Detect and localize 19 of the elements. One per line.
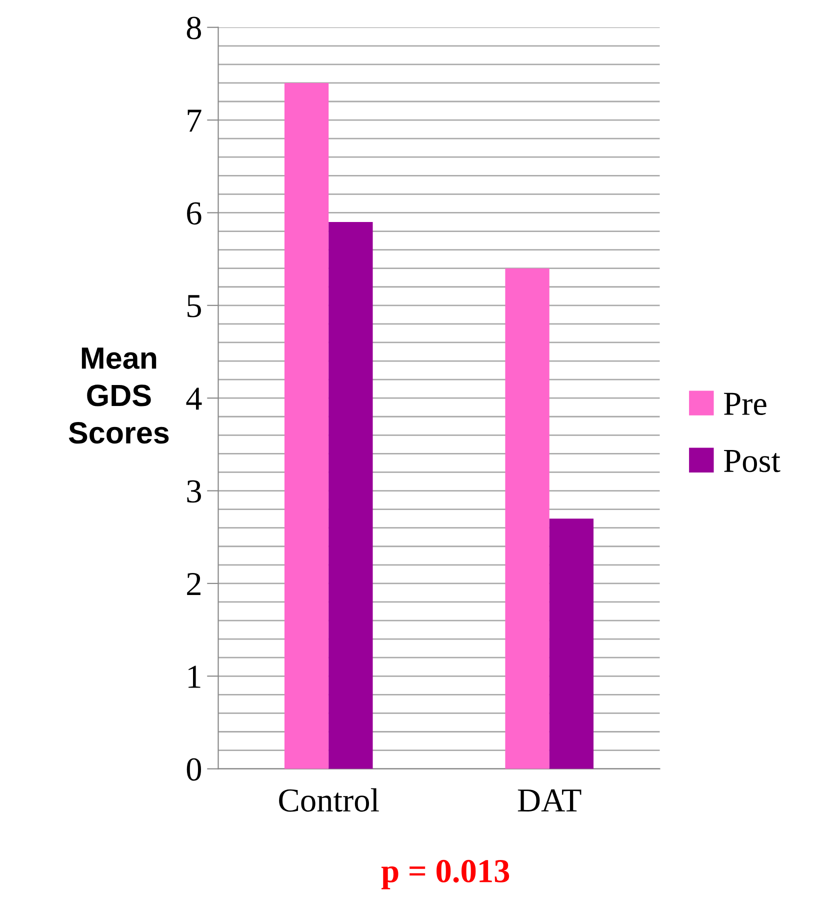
y-tick-label: 0 [186, 758, 202, 781]
bar [284, 82, 329, 769]
x-tick-label: Control [279, 788, 379, 812]
y-tick-label: 6 [187, 202, 202, 225]
legend-label: Pre [724, 392, 766, 416]
y-axis-title: Mean GDS Scores [68, 348, 169, 444]
bar [328, 222, 373, 769]
y-tick-label: 5 [188, 295, 201, 318]
bar [549, 518, 594, 769]
bar [505, 268, 550, 769]
x-tick-label: DAT [518, 789, 582, 812]
y-tick-label: 2 [187, 572, 200, 596]
y-tick-label: 7 [188, 110, 202, 132]
y-tick-label: 4 [186, 388, 202, 410]
y-tick-label: 8 [186, 16, 202, 40]
y-tick-label: 1 [188, 666, 200, 688]
text: p = 0.013 [381, 860, 510, 890]
legend-label: Post [724, 450, 780, 472]
y-tick-label: 3 [187, 480, 201, 503]
